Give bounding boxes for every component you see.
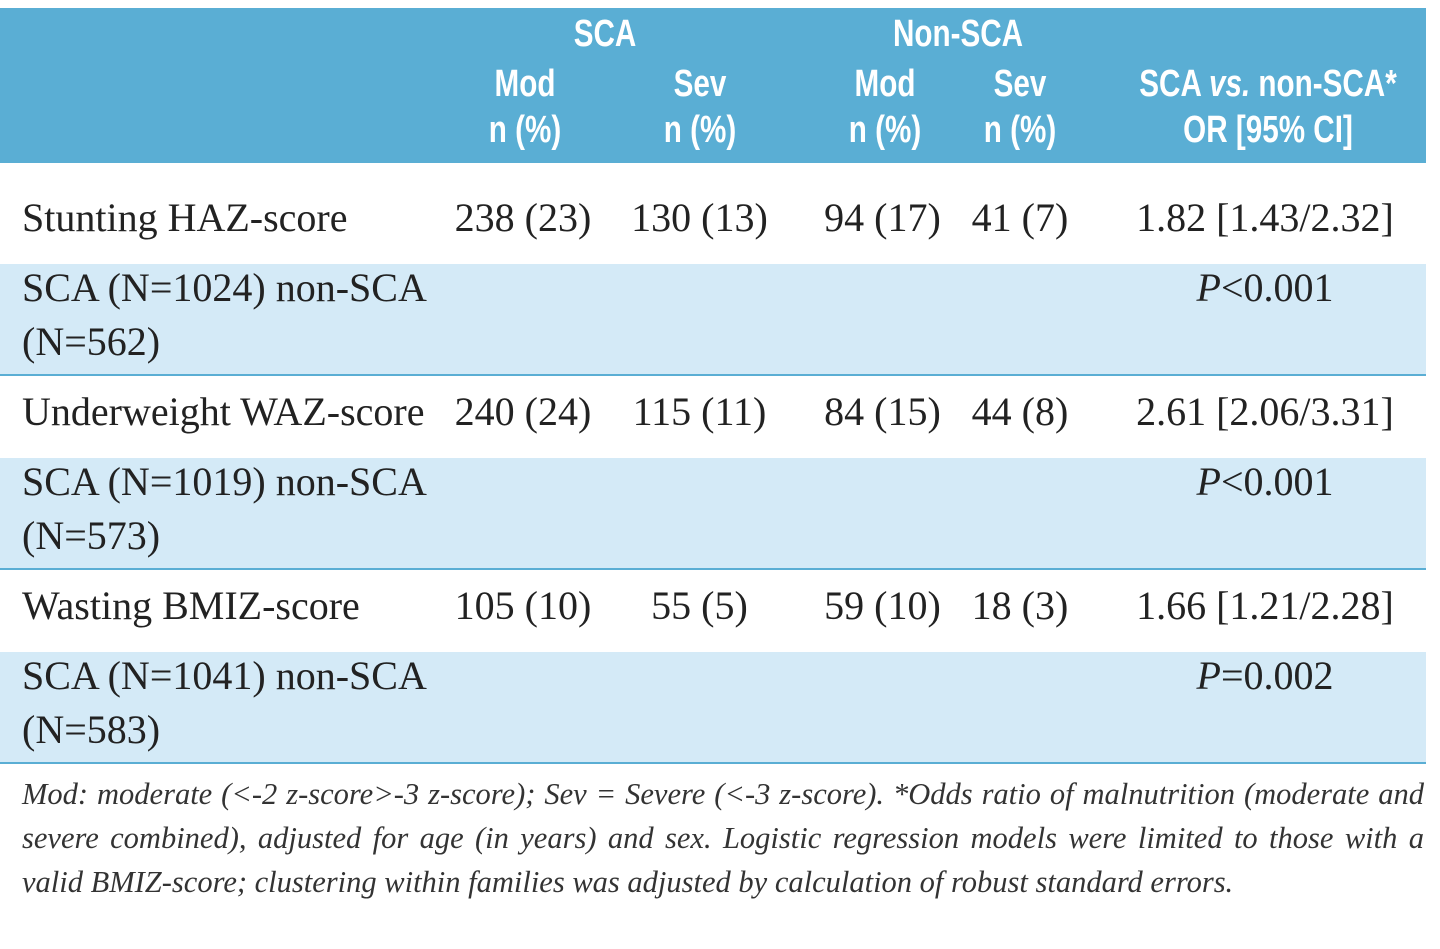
row-1-divider (0, 374, 1426, 376)
row-1-p-value: P<0.001 (1196, 265, 1334, 310)
row-1-label: Stunting HAZ-score (22, 195, 348, 240)
header-group-non-sca: Non-SCA (892, 13, 1024, 55)
row-3-subband (0, 652, 1426, 762)
header-sca-mod: Mod (494, 63, 556, 105)
row-2-subband (0, 458, 1426, 568)
header-non-sev: Sev (993, 63, 1047, 105)
row-3-label: Wasting BMIZ-score (22, 583, 360, 628)
header-non-mod: Mod (854, 63, 916, 105)
row-2-sca-mod: 240 (24) (454, 389, 592, 434)
header-or-title: SCA vs. non-SCA* (1139, 63, 1397, 105)
row-2-label: Underweight WAZ-score (22, 389, 425, 434)
row-3-or: 1.66 [1.21/2.28] (1136, 583, 1394, 628)
row-2-p-value: P<0.001 (1196, 459, 1334, 504)
row-1-sub-label-1: SCA (N=1024) non-SCA (22, 265, 427, 310)
row-2-non-mod: 84 (15) (824, 389, 941, 434)
row-1-non-sev: 41 (7) (971, 195, 1069, 240)
row-2-or: 2.61 [2.06/3.31] (1136, 389, 1394, 434)
table-footnote: Mod: moderate (<-2 z-score>-3 z-score); … (22, 777, 1424, 899)
row-2-sca-sev: 115 (11) (632, 389, 767, 434)
row-3-sub-label-1: SCA (N=1041) non-SCA (22, 653, 427, 698)
header-sca-sev-npct: n (%) (663, 109, 737, 151)
header-or-sub: OR [95% CI] (1183, 109, 1353, 151)
header-sca-sev: Sev (673, 63, 727, 105)
row-3-non-mod: 59 (10) (824, 583, 941, 628)
table-header (0, 8, 1426, 163)
row-3-p-value: P=0.002 (1196, 653, 1334, 698)
row-1-or: 1.82 [1.43/2.32] (1136, 195, 1394, 240)
header-group-sca: SCA (573, 13, 637, 55)
row-3-non-sev: 18 (3) (971, 583, 1069, 628)
row-1-sca-mod: 238 (23) (454, 195, 592, 240)
row-3-divider (0, 762, 1426, 764)
row-3-sca-sev: 55 (5) (651, 583, 748, 628)
row-1-sca-sev: 130 (13) (631, 195, 768, 240)
row-3-sub-label-2: (N=583) (22, 707, 161, 752)
header-non-sev-npct: n (%) (983, 109, 1057, 151)
header-non-mod-npct: n (%) (848, 109, 922, 151)
row-2-sub-label-2: (N=573) (22, 513, 161, 558)
row-2-sub-label-1: SCA (N=1019) non-SCA (22, 459, 427, 504)
row-2-divider (0, 568, 1426, 570)
row-2-non-sev: 44 (8) (971, 389, 1069, 434)
header-sca-mod-npct: n (%) (488, 109, 562, 151)
row-1-non-mod: 94 (17) (824, 195, 941, 240)
row-1-subband (0, 264, 1426, 374)
row-3-sca-mod: 105 (10) (454, 583, 592, 628)
row-1-sub-label-2: (N=562) (22, 319, 161, 364)
